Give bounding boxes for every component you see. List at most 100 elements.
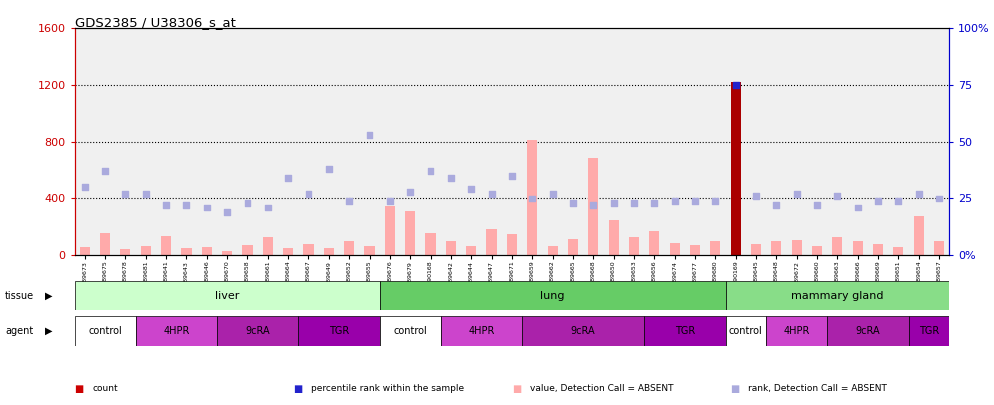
Point [97, 168, 113, 175]
Point [728, 82, 744, 88]
Point [870, 198, 886, 204]
Point [259, 204, 275, 211]
Text: count: count [92, 384, 118, 393]
Point [524, 195, 540, 202]
Text: control: control [729, 326, 762, 336]
Text: agent: agent [5, 326, 33, 336]
Point [829, 193, 845, 199]
Text: tissue: tissue [5, 291, 34, 301]
Point [138, 191, 154, 197]
Point [240, 200, 255, 206]
Bar [440, 316, 522, 346]
Point [219, 209, 235, 215]
Point [911, 191, 926, 197]
Bar [80, 247, 89, 255]
Bar [298, 316, 380, 346]
Bar [670, 243, 680, 255]
Bar [913, 216, 923, 255]
Text: 9cRA: 9cRA [246, 326, 270, 336]
Bar [135, 316, 217, 346]
Point [463, 186, 479, 193]
Bar [711, 241, 721, 255]
Point [768, 202, 784, 209]
Bar [726, 281, 949, 310]
Text: ■: ■ [293, 384, 302, 394]
Text: 4HPR: 4HPR [468, 326, 495, 336]
Bar [873, 244, 883, 255]
Text: ▶: ▶ [45, 291, 53, 301]
Text: 4HPR: 4HPR [163, 326, 190, 336]
Point [300, 191, 316, 197]
Bar [731, 82, 741, 255]
Bar [380, 316, 440, 346]
Point [484, 191, 500, 197]
Bar [380, 281, 726, 310]
Point [321, 166, 337, 172]
Bar [812, 245, 822, 255]
Text: 4HPR: 4HPR [783, 326, 810, 336]
Point [789, 191, 805, 197]
Point [341, 198, 357, 204]
Text: ■: ■ [512, 384, 521, 394]
Point [504, 173, 520, 179]
Bar [141, 246, 151, 255]
Point [565, 200, 580, 206]
Bar [629, 237, 639, 255]
Point [77, 184, 92, 190]
Bar [324, 248, 334, 255]
Point [626, 200, 642, 206]
Point [545, 191, 561, 197]
Text: 9cRA: 9cRA [571, 326, 595, 336]
Bar [527, 140, 538, 255]
Bar [771, 241, 781, 255]
Bar [750, 244, 761, 255]
Point [280, 175, 296, 181]
Bar [161, 237, 171, 255]
Point [585, 202, 601, 209]
Bar [385, 206, 395, 255]
Point [403, 188, 418, 195]
Bar [202, 247, 212, 255]
Text: value, Detection Call = ABSENT: value, Detection Call = ABSENT [530, 384, 673, 393]
Point [850, 204, 866, 211]
Text: rank, Detection Call = ABSENT: rank, Detection Call = ABSENT [748, 384, 888, 393]
Bar [568, 239, 579, 255]
Bar [507, 234, 517, 255]
Bar [120, 249, 130, 255]
Bar [486, 228, 497, 255]
Point [199, 204, 215, 211]
Point [158, 202, 174, 209]
Bar [365, 246, 375, 255]
Text: mammary gland: mammary gland [791, 291, 884, 301]
Point [646, 200, 662, 206]
Bar [283, 248, 293, 255]
Bar [690, 245, 700, 255]
Bar [832, 237, 843, 255]
Bar [522, 316, 644, 346]
Bar [791, 240, 802, 255]
Bar [217, 316, 298, 346]
Text: control: control [394, 326, 427, 336]
Point [891, 198, 907, 204]
Bar [75, 281, 380, 310]
Bar [608, 220, 618, 255]
Bar [853, 241, 863, 255]
Text: ■: ■ [75, 384, 83, 394]
Bar [344, 241, 354, 255]
Text: GDS2385 / U38306_s_at: GDS2385 / U38306_s_at [75, 16, 236, 29]
Bar [894, 247, 904, 255]
Text: percentile rank within the sample: percentile rank within the sample [311, 384, 464, 393]
Bar [588, 158, 598, 255]
Bar [466, 246, 476, 255]
Text: TGR: TGR [329, 326, 349, 336]
Text: control: control [88, 326, 122, 336]
Point [809, 202, 825, 209]
Point [667, 198, 683, 204]
Bar [243, 245, 252, 255]
Point [748, 193, 764, 199]
Point [117, 191, 133, 197]
Bar [827, 316, 909, 346]
Point [931, 195, 947, 202]
Point [687, 198, 703, 204]
Bar [726, 316, 766, 346]
